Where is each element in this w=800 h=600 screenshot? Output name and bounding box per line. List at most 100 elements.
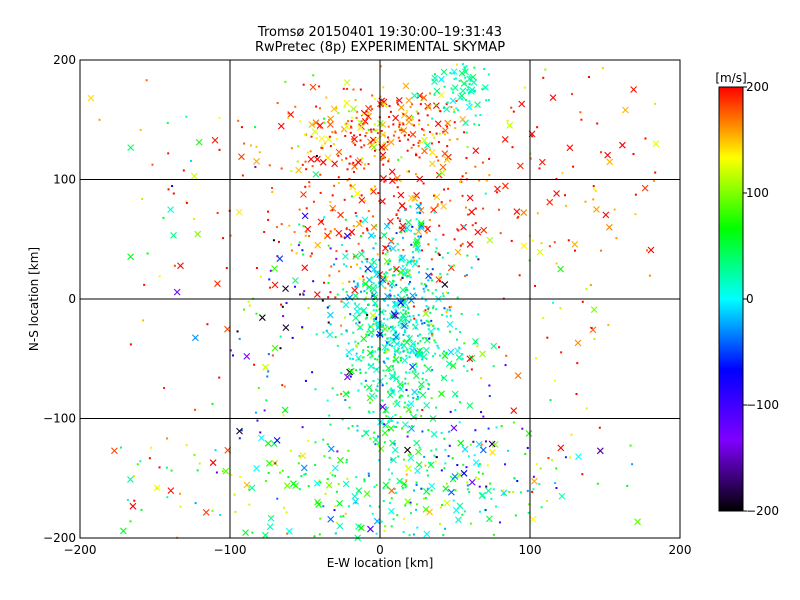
- point-dot: [411, 103, 414, 106]
- point-cross: [211, 136, 219, 144]
- point-dot: [514, 514, 517, 517]
- point-cross: [315, 501, 322, 508]
- point-dot: [434, 238, 437, 241]
- point-dot: [318, 479, 321, 482]
- point-dot: [405, 286, 408, 289]
- point-cross: [313, 291, 321, 298]
- point-dot: [527, 511, 530, 514]
- point-dot: [322, 505, 325, 508]
- point-dot: [406, 110, 409, 113]
- point-dot: [326, 443, 329, 446]
- point-dot: [531, 135, 534, 138]
- point-dot: [344, 512, 347, 515]
- point-dot: [345, 157, 348, 160]
- point-dot: [449, 309, 452, 312]
- point-dot: [268, 278, 271, 281]
- point-dot: [406, 288, 409, 291]
- point-dot: [416, 395, 419, 398]
- point-cross: [341, 253, 349, 260]
- point-dot: [505, 354, 508, 357]
- point-dot: [424, 497, 427, 500]
- point-dot: [461, 242, 464, 245]
- point-cross: [400, 342, 408, 349]
- point-dot: [284, 80, 287, 83]
- point-dot: [654, 171, 657, 174]
- point-cross: [485, 487, 492, 495]
- point-cross: [449, 97, 457, 105]
- point-dot: [372, 379, 375, 382]
- point-dot: [270, 515, 273, 518]
- point-dot: [467, 91, 470, 94]
- point-dot: [326, 306, 329, 309]
- title-line-2: RwPretec (8p) EXPERIMENTAL SKYMAP: [255, 40, 505, 55]
- point-dot: [420, 386, 423, 389]
- point-dot: [367, 111, 370, 114]
- point-dot: [477, 477, 480, 480]
- point-cross: [311, 128, 319, 136]
- point-dot: [531, 239, 534, 242]
- point-dot: [397, 209, 400, 212]
- point-dot: [344, 218, 347, 221]
- point-dot: [382, 142, 385, 145]
- point-cross: [382, 481, 390, 489]
- point-dot: [524, 453, 527, 456]
- point-dot: [367, 410, 370, 413]
- point-dot: [437, 159, 440, 162]
- point-dot: [354, 99, 357, 102]
- point-cross: [409, 340, 417, 348]
- point-cross: [361, 117, 369, 125]
- point-dot: [648, 274, 651, 277]
- point-dot: [363, 298, 366, 301]
- point-dot: [408, 534, 411, 537]
- point-dot: [458, 421, 461, 424]
- point-dot: [351, 364, 354, 367]
- point-dot: [385, 415, 388, 418]
- point-dot: [323, 281, 326, 284]
- point-dot: [401, 383, 404, 386]
- point-dot: [397, 158, 400, 161]
- point-dot: [396, 349, 399, 352]
- point-dot: [466, 481, 469, 484]
- point-dot: [340, 158, 343, 161]
- point-dot: [464, 206, 467, 209]
- point-cross: [195, 138, 203, 146]
- point-cross: [427, 328, 435, 335]
- point-dot: [139, 128, 142, 131]
- point-dot: [363, 480, 366, 483]
- point-dot: [361, 157, 364, 160]
- point-dot: [474, 207, 477, 210]
- point-dot: [404, 310, 407, 313]
- point-dot: [312, 280, 315, 283]
- point-dot: [304, 133, 307, 136]
- point-dot: [350, 195, 353, 198]
- point-dot: [329, 423, 332, 426]
- point-dot: [374, 224, 377, 227]
- point-dot: [357, 342, 360, 345]
- point-dot: [462, 63, 465, 66]
- point-dot: [454, 77, 457, 80]
- point-dot: [426, 487, 429, 490]
- point-dot: [256, 419, 259, 422]
- point-dot: [353, 255, 356, 258]
- point-dot: [412, 346, 415, 349]
- point-cross: [262, 363, 269, 371]
- point-dot: [293, 285, 296, 288]
- point-dot: [570, 433, 573, 436]
- point-dot: [500, 425, 503, 428]
- point-dot: [314, 464, 317, 467]
- point-dot: [553, 241, 556, 244]
- point-dot: [333, 184, 336, 187]
- point-cross: [413, 238, 420, 246]
- point-dot: [211, 402, 214, 405]
- point-dot: [167, 188, 170, 191]
- point-dot: [167, 152, 170, 155]
- point-dot: [370, 187, 373, 190]
- point-dot: [341, 282, 344, 285]
- point-dot: [372, 282, 375, 285]
- point-cross: [308, 121, 316, 128]
- point-dot: [421, 377, 424, 380]
- point-dot: [407, 308, 410, 311]
- point-cross: [411, 323, 419, 331]
- point-dot: [382, 86, 385, 89]
- point-dot: [383, 362, 386, 365]
